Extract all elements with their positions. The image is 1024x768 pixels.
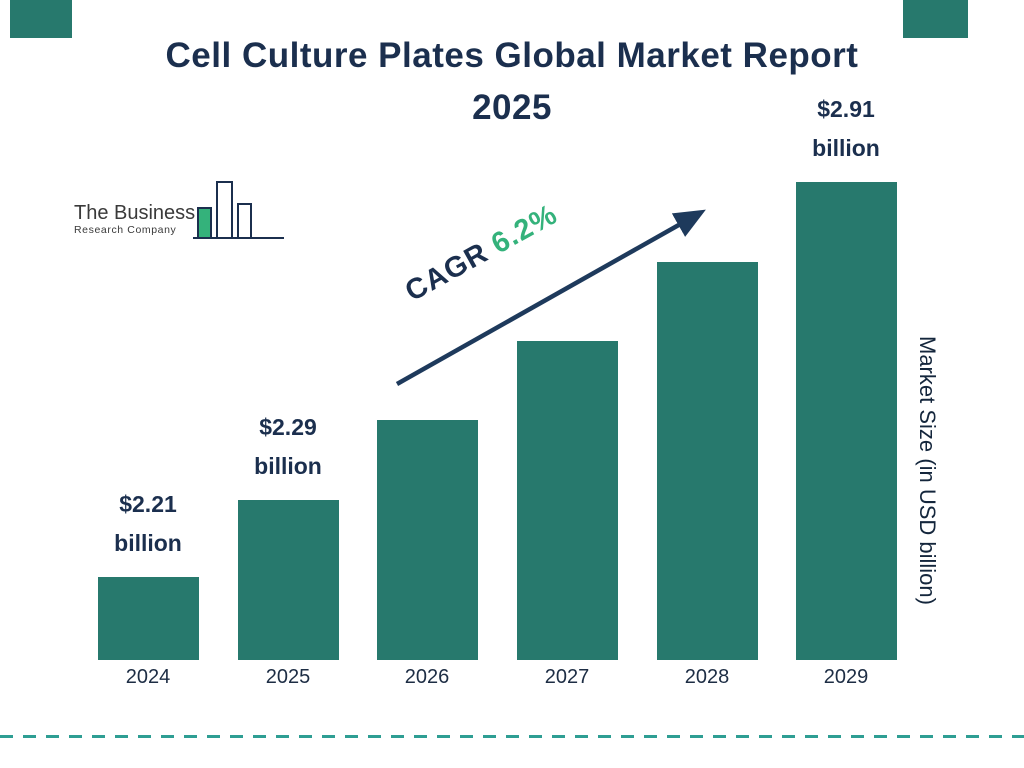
decor-rect-top-left	[10, 0, 72, 38]
chart-title-line2: 2025	[472, 88, 552, 127]
x-axis-label-2029: 2029	[823, 666, 869, 688]
bar-2024	[97, 577, 199, 660]
chart-title-line1: Cell Culture Plates Global Market Report	[165, 36, 859, 75]
bar-2027	[516, 341, 618, 660]
bar-2025	[237, 500, 339, 660]
chart-title: Cell Culture Plates Global Market Report…	[0, 30, 1024, 134]
bar-2026	[376, 420, 478, 660]
value-label-2024: $2.21 billion	[114, 491, 182, 556]
company-logo-text: The Business Research Company	[74, 202, 195, 236]
x-axis-label-2024: 2024	[125, 666, 171, 688]
x-axis-label-2028: 2028	[684, 666, 730, 688]
bottom-dashed-divider	[0, 735, 1024, 738]
x-axis-label-2025: 2025	[265, 666, 311, 688]
value-label-2025: $2.29 billion	[254, 414, 322, 479]
y-axis-label: Market Size (in USD billion)	[915, 336, 940, 605]
company-logo: The Business Research Company	[74, 176, 286, 246]
bar-2028	[656, 262, 758, 660]
decor-rect-top-right	[903, 0, 968, 38]
value-label-2029: $2.91 billion	[812, 96, 880, 161]
company-subname: Research Company	[74, 224, 177, 236]
x-axis-label-2026: 2026	[404, 666, 450, 688]
x-axis-label-2027: 2027	[544, 666, 590, 688]
bar-2029	[795, 182, 897, 660]
company-name: The Business	[74, 202, 196, 224]
bar-chart-logo-icon	[193, 181, 284, 239]
